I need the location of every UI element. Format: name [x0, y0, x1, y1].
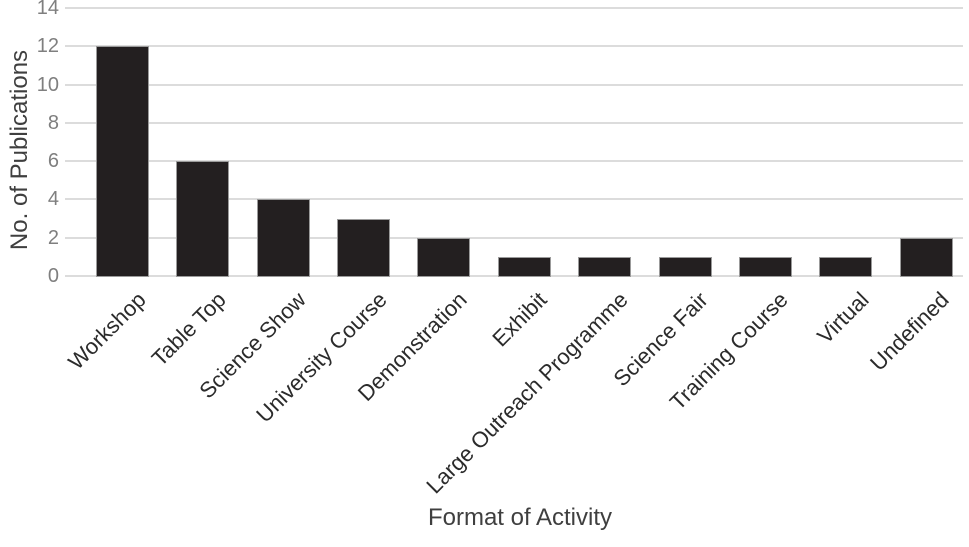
- bar-university-course: [337, 218, 391, 277]
- bar-undefined: [899, 237, 953, 277]
- y-tick-label-10: 10: [36, 73, 59, 96]
- gridline-6: [65, 160, 963, 163]
- y-tick-label-2: 2: [47, 226, 59, 249]
- bar-exhibit: [497, 256, 551, 277]
- bar-virtual: [819, 256, 873, 277]
- gridline-4: [65, 198, 963, 201]
- y-tick-label-6: 6: [47, 150, 59, 173]
- y-tick-label-12: 12: [36, 35, 59, 58]
- gridline-8: [65, 121, 963, 124]
- bar-science-fair: [658, 256, 712, 277]
- gridline-12: [65, 45, 963, 48]
- gridline-14: [65, 7, 963, 9]
- bar-large-outreach-programme: [578, 256, 632, 277]
- bar-science-show: [256, 199, 310, 277]
- y-tick-label-14: 14: [36, 0, 59, 19]
- y-tick-label-8: 8: [47, 111, 59, 134]
- bar-table-top: [176, 161, 230, 277]
- gridline-10: [65, 83, 963, 86]
- gridline-2: [65, 236, 963, 239]
- bar-demonstration: [417, 237, 471, 277]
- y-tick-label-4: 4: [47, 188, 59, 211]
- bar-workshop: [96, 46, 149, 277]
- bar-training-course: [738, 256, 792, 277]
- y-tick-label-0: 0: [47, 265, 59, 287]
- x-axis-title: Format of Activity: [427, 504, 613, 531]
